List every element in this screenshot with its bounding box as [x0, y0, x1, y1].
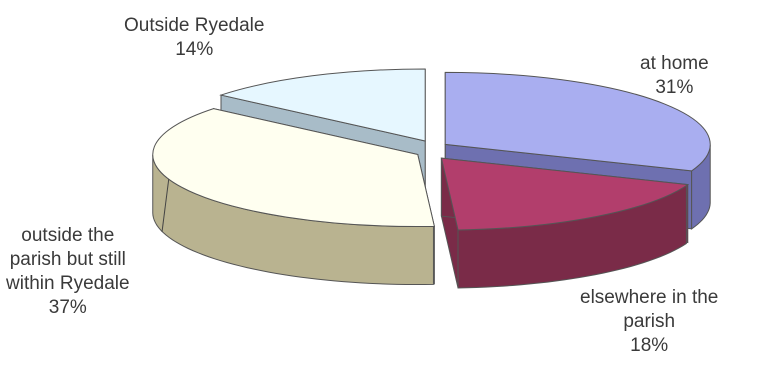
slice-name-elsewhere-line1: elsewhere in the — [580, 287, 719, 308]
slice-name-elsewhere-line2: parish — [623, 311, 676, 332]
leader-line-outside-parish — [161, 179, 170, 233]
slice-name-within-line1: outside the — [21, 225, 115, 246]
slice-top-at-home — [444, 71, 711, 172]
slice-name-at-home: at home — [640, 53, 709, 74]
slice-percent-outside-ryedale: 14% — [175, 39, 214, 60]
slice-label-outside-parish-within-ryedale: outside the parish but still within Ryed… — [6, 224, 130, 320]
slice-percent-at-home: 31% — [655, 77, 694, 98]
slice-percent-elsewhere: 18% — [630, 335, 669, 356]
slice-name-outside-ryedale: Outside Ryedale — [124, 15, 265, 36]
slice-label-outside-ryedale: Outside Ryedale 14% — [124, 14, 264, 62]
slice-top-outside-ryedale — [219, 68, 426, 142]
slice-top-outside-the-parish-but-still-within-ryedale — [152, 108, 436, 228]
slice-name-within-line2: parish but still — [9, 249, 126, 270]
slice-label-at-home: at home 31% — [640, 52, 709, 100]
slice-name-within-line3: within Ryedale — [6, 273, 130, 294]
slice-top-elsewhere-in-the-parish — [440, 157, 690, 231]
slice-percent-within: 37% — [48, 297, 87, 318]
slice-label-elsewhere-in-the-parish: elsewhere in the parish 18% — [580, 286, 718, 358]
